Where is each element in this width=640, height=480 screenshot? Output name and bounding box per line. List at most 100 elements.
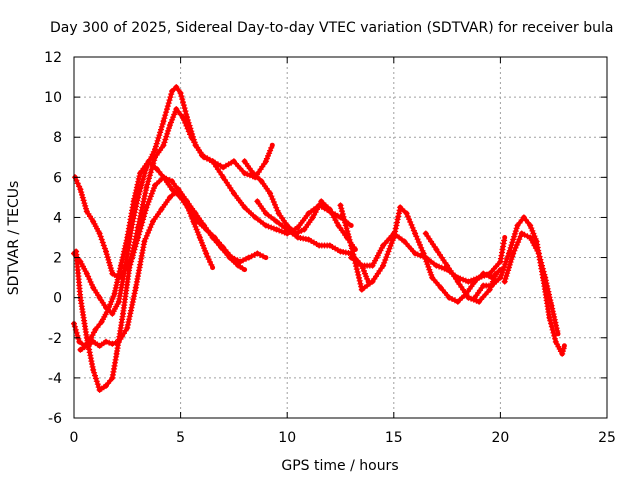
data-point	[180, 114, 186, 120]
data-point	[476, 299, 482, 305]
data-point	[487, 271, 493, 277]
data-point	[306, 237, 311, 242]
series-pass-11	[471, 214, 567, 357]
data-point	[476, 275, 482, 281]
data-point	[184, 198, 190, 204]
data-point	[295, 235, 301, 240]
data-point	[455, 299, 461, 305]
series-pass-9	[348, 230, 508, 285]
y-tick-label: 2	[53, 251, 62, 267]
data-point	[242, 267, 248, 273]
data-point	[242, 158, 248, 164]
data-point	[444, 263, 450, 269]
data-point	[84, 343, 90, 349]
data-point	[114, 351, 120, 357]
data-point	[497, 275, 503, 281]
data-point	[335, 223, 341, 228]
data-point	[92, 327, 98, 333]
data-point	[506, 251, 512, 256]
data-point	[131, 198, 137, 204]
data-point	[263, 223, 269, 228]
data-point	[126, 265, 132, 271]
data-point	[433, 247, 439, 252]
x-tick-label: 20	[491, 430, 509, 446]
data-point	[84, 208, 90, 214]
data-point	[188, 134, 194, 140]
data-point	[267, 190, 273, 196]
y-axis-label: SDTVAR / TECUs	[6, 181, 22, 296]
data-point	[116, 299, 122, 305]
x-tick-labels: 0 5 10 15 20 25	[70, 430, 616, 446]
data-point	[246, 255, 252, 261]
series-pass-12	[501, 230, 561, 337]
data-point	[124, 325, 130, 331]
data-point	[327, 243, 333, 248]
data-point	[231, 158, 237, 164]
data-point	[254, 198, 260, 204]
x-tick-label: 5	[176, 430, 185, 446]
data-point	[359, 263, 365, 269]
data-point	[263, 255, 269, 261]
data-point	[269, 142, 275, 148]
data-point	[199, 152, 205, 158]
data-point	[493, 271, 499, 277]
data-point	[242, 204, 248, 210]
data-point	[152, 182, 158, 188]
data-point	[210, 235, 216, 240]
data-point	[167, 194, 173, 200]
data-point	[161, 118, 166, 124]
data-point	[397, 204, 403, 210]
data-point	[412, 231, 418, 236]
data-point	[77, 186, 83, 192]
y-tick-labels: -6 -4 -2 0 2 4 6 8 10 12	[44, 50, 62, 427]
data-point	[90, 285, 96, 291]
data-point	[193, 210, 198, 216]
data-point	[178, 90, 184, 96]
data-point	[542, 275, 548, 281]
data-point	[144, 184, 149, 190]
data-point	[88, 335, 94, 341]
data-point	[259, 178, 265, 184]
plot-frame	[73, 56, 608, 419]
data-point	[90, 339, 96, 345]
data-point	[295, 225, 301, 230]
data-point	[109, 271, 115, 277]
data-point	[549, 303, 555, 309]
data-point	[338, 202, 343, 208]
x-tick-label: 25	[598, 430, 616, 446]
data-point	[77, 295, 83, 301]
data-point	[274, 227, 279, 232]
data-point	[438, 285, 444, 291]
axis-ticks	[73, 56, 608, 419]
data-point	[150, 219, 156, 224]
data-point	[404, 210, 410, 216]
data-point	[112, 291, 117, 297]
chart-title: Day 300 of 2025, Sidereal Day-to-day VTE…	[50, 20, 613, 36]
data-point	[169, 186, 175, 192]
data-point	[218, 245, 224, 250]
data-point	[144, 204, 149, 210]
data-point	[227, 255, 233, 261]
series-pass-4	[73, 174, 216, 393]
data-point	[242, 170, 248, 176]
data-point	[480, 283, 486, 289]
data-point	[327, 206, 333, 212]
data-point	[97, 231, 103, 236]
data-point	[158, 206, 164, 212]
data-point	[184, 114, 190, 120]
data-point	[465, 279, 471, 285]
data-point	[173, 106, 179, 112]
data-point	[515, 223, 520, 228]
data-point	[133, 285, 139, 291]
data-point	[203, 251, 209, 256]
data-point	[348, 223, 354, 228]
data-point	[423, 255, 429, 261]
data-point	[124, 235, 130, 240]
y-tick-label: 8	[53, 130, 62, 146]
data-point	[284, 223, 290, 228]
data-point	[201, 223, 207, 228]
data-point	[169, 178, 175, 184]
data-point	[169, 88, 175, 94]
data-point	[152, 154, 158, 160]
data-point	[510, 251, 516, 256]
